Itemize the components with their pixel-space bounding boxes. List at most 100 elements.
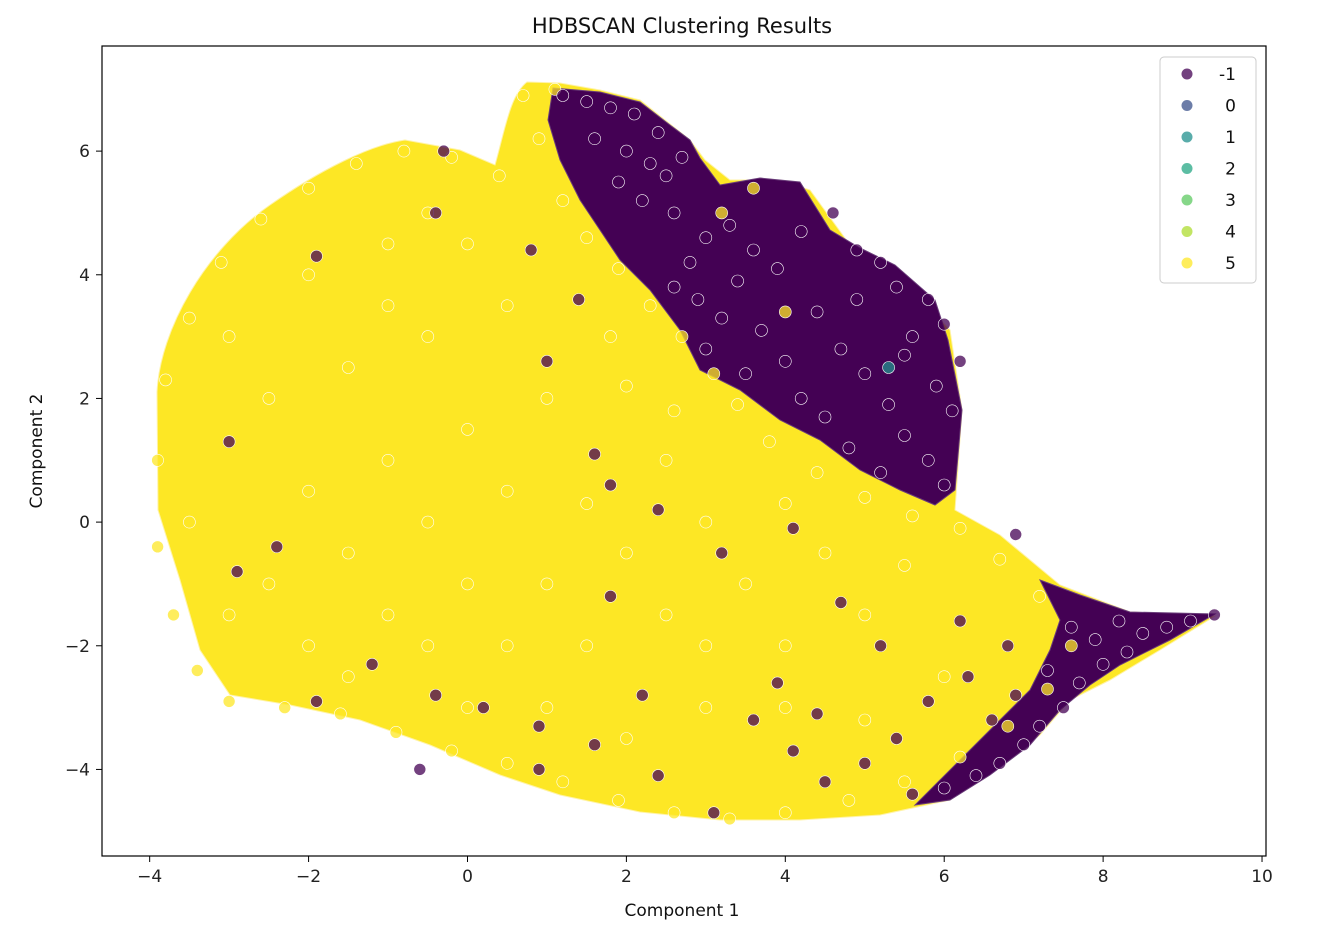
x-tick-label: −2 (296, 867, 321, 887)
data-point-cluster-5 (667, 806, 681, 820)
data-point-cluster--1 (651, 769, 665, 782)
data-point-cluster--1 (834, 596, 848, 609)
data-point-cluster-5 (580, 231, 594, 244)
data-point-cluster--1 (365, 657, 379, 671)
data-point-cluster--1 (532, 719, 546, 733)
data-point-cluster--1 (524, 243, 538, 257)
data-point-cluster-5 (302, 484, 315, 498)
data-point-cluster--1 (604, 478, 617, 492)
x-axis-label: Component 1 (625, 901, 740, 921)
data-point-cluster-5 (389, 725, 403, 739)
data-point-cluster--1 (1017, 738, 1031, 752)
data-point-cluster-5 (667, 404, 681, 418)
legend-marker-5 (1181, 257, 1193, 269)
data-point-cluster-5 (222, 608, 236, 622)
legend-marker-1 (1181, 131, 1193, 143)
data-point-cluster--1 (627, 107, 641, 121)
x-tick-label: 2 (621, 867, 632, 887)
data-point-cluster--1 (818, 775, 832, 789)
data-point-cluster-5 (937, 670, 951, 684)
data-point-cluster-5 (421, 639, 435, 653)
data-point-cluster--1 (699, 342, 713, 356)
legend-marker-3 (1181, 194, 1193, 206)
data-point-cluster-5 (191, 664, 204, 677)
data-point-cluster--1 (540, 354, 554, 368)
data-point-cluster-5 (349, 157, 363, 170)
data-point-cluster--1 (826, 206, 840, 220)
data-point-cluster-5 (341, 670, 355, 684)
data-point-cluster-5 (953, 521, 967, 535)
data-point-cluster-5 (461, 237, 474, 251)
data-point-cluster-5 (500, 639, 514, 653)
data-point-cluster--1 (898, 348, 911, 362)
data-point-cluster--1 (1184, 614, 1197, 628)
data-point-cluster-5 (532, 132, 546, 145)
data-point-cluster--1 (588, 447, 601, 461)
data-point-cluster-5 (818, 546, 832, 560)
legend-marker-2 (1181, 163, 1193, 174)
data-point-cluster--1 (699, 231, 713, 244)
data-point-cluster-5 (699, 639, 713, 653)
data-point-cluster-5 (747, 181, 760, 195)
legend-label: 3 (1225, 191, 1236, 211)
y-tick-label: −2 (65, 637, 90, 657)
data-point-cluster--1 (937, 478, 951, 492)
data-point-cluster-5 (556, 775, 570, 789)
data-point-cluster-5 (1033, 589, 1046, 603)
x-tick-label: 0 (462, 867, 473, 887)
data-point-cluster--1 (890, 280, 903, 294)
data-point-cluster-5 (500, 484, 514, 498)
data-point-cluster-5 (993, 552, 1007, 566)
y-axis-ticks: −4 −2 0 2 4 6 (65, 142, 102, 780)
data-point-cluster-5 (302, 181, 315, 195)
data-point-cluster--1 (850, 293, 864, 306)
data-point-cluster--1 (429, 206, 443, 220)
data-point-cluster-5 (183, 515, 196, 529)
legend-marker-4 (1181, 226, 1193, 237)
data-point-cluster--1 (1009, 528, 1023, 541)
data-point-cluster-5 (604, 330, 617, 343)
data-point-cluster-5 (659, 608, 673, 622)
y-tick-label: 2 (79, 389, 90, 409)
data-point-cluster--1 (643, 157, 657, 170)
data-point-cluster--1 (794, 392, 808, 405)
data-point-cluster-5 (262, 577, 276, 591)
data-point-cluster--1 (715, 311, 729, 325)
data-point-cluster-5 (778, 639, 792, 653)
data-point-cluster--1 (691, 293, 705, 306)
data-point-cluster--1 (604, 589, 617, 603)
data-point-cluster--1 (906, 330, 919, 343)
data-point-cluster--1 (270, 540, 284, 554)
legend-label: -1 (1219, 65, 1236, 85)
data-point-cluster-5 (620, 379, 633, 393)
data-point-cluster--1 (413, 763, 427, 776)
data-point-cluster--1 (588, 738, 601, 752)
data-point-cluster-5 (500, 756, 514, 770)
data-point-cluster-5 (262, 392, 276, 405)
data-point-cluster-5 (556, 194, 570, 207)
data-point-cluster-5 (858, 491, 872, 504)
data-point-cluster-5 (445, 744, 458, 758)
data-point-cluster--1 (1033, 719, 1046, 733)
data-point-cluster--1 (620, 144, 633, 158)
data-point-cluster-5 (739, 577, 752, 591)
data-point-cluster--1 (818, 410, 832, 424)
data-point-cluster-5 (278, 701, 292, 714)
legend-label: 2 (1225, 160, 1236, 180)
data-point-cluster--1 (771, 676, 784, 690)
data-point-cluster--1 (635, 194, 649, 207)
data-point-cluster--1 (747, 713, 760, 727)
data-point-cluster-5 (341, 361, 355, 374)
data-point-cluster-5 (421, 330, 435, 343)
data-point-cluster--1 (731, 274, 744, 288)
data-point-cluster-5 (397, 144, 411, 158)
x-tick-label: 4 (780, 867, 791, 887)
data-point-cluster-5 (461, 701, 474, 714)
data-point-cluster--1 (651, 503, 665, 517)
data-point-cluster-5 (334, 707, 347, 721)
data-point-cluster-5 (898, 775, 911, 789)
data-point-cluster-5 (222, 330, 236, 343)
data-point-cluster-5 (731, 398, 744, 411)
data-point-cluster-5 (906, 509, 919, 523)
data-point-cluster--1 (906, 787, 919, 801)
